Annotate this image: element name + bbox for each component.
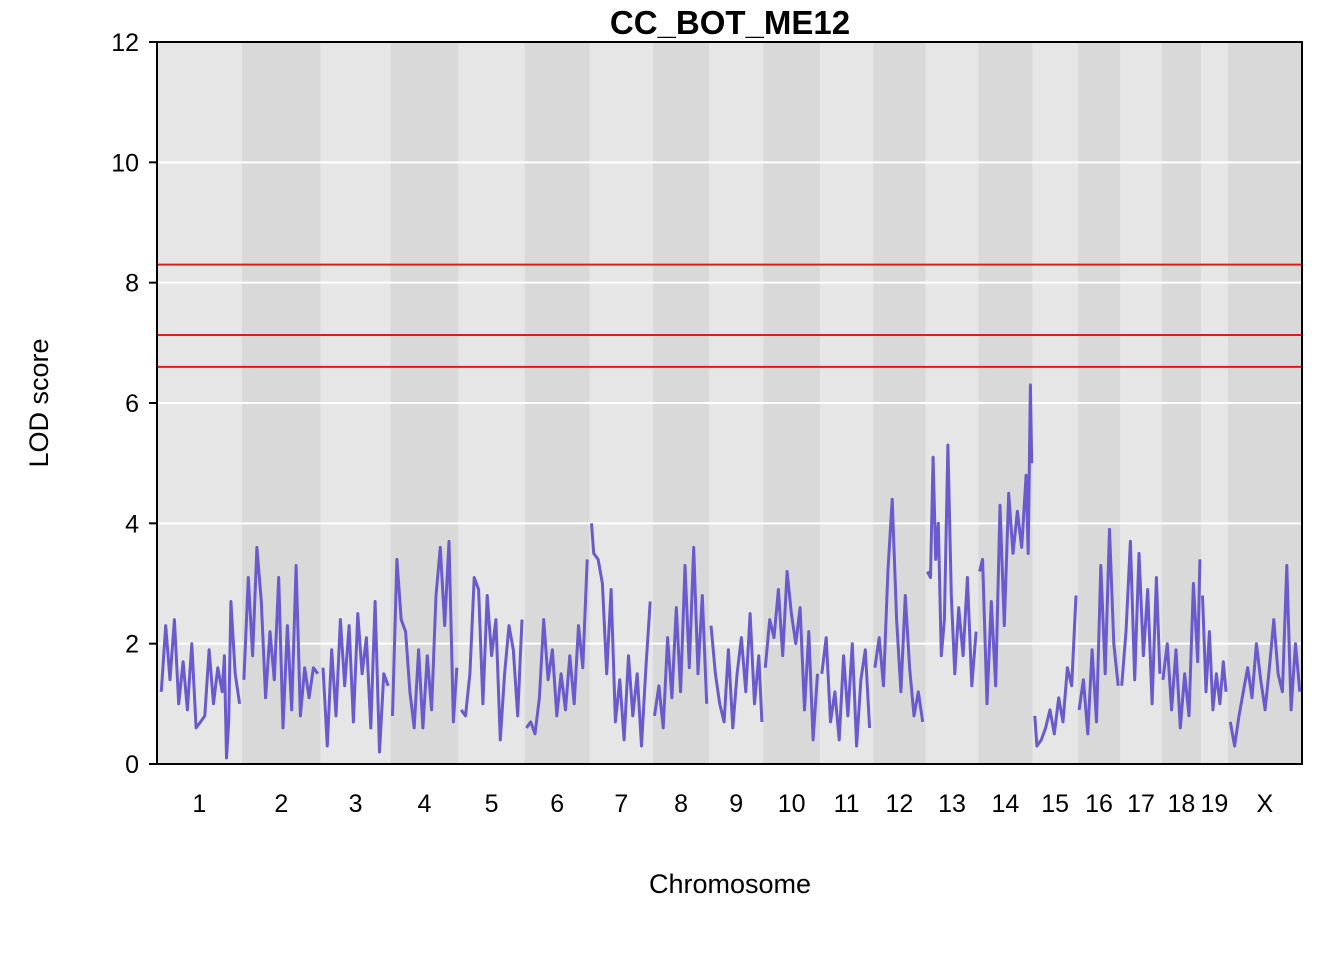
x-tick-label-10: 10 xyxy=(778,790,806,818)
x-tick-label-15: 15 xyxy=(1041,790,1069,818)
x-axis-title: Chromosome xyxy=(649,869,811,899)
x-tick-label-3: 3 xyxy=(349,790,363,818)
y-axis: 0 2 4 6 8 10 12 xyxy=(111,29,157,779)
x-tick-label-17: 17 xyxy=(1127,790,1155,818)
lod-curve-chr-19 xyxy=(1201,595,1228,712)
x-tick-label-2: 2 xyxy=(274,790,288,818)
lod-curve-chr-7 xyxy=(590,523,652,748)
lod-curve-chr-18 xyxy=(1161,559,1202,730)
x-tick-label-4: 4 xyxy=(418,790,432,818)
lod-curve-chr-13 xyxy=(926,443,978,688)
lod-curve-chr-17 xyxy=(1120,539,1162,706)
y-tick-label-6: 6 xyxy=(125,390,139,418)
y-tick-label-0: 0 xyxy=(125,751,139,779)
lod-curve-chr-8 xyxy=(653,545,709,730)
lod-curve-chr-16 xyxy=(1077,527,1120,736)
x-tick-label-7: 7 xyxy=(614,790,628,818)
x-tick-label-12: 12 xyxy=(885,790,913,818)
lod-curve-chr-3 xyxy=(321,600,390,754)
lod-curve-chr-5 xyxy=(459,576,524,742)
x-tick-label-13: 13 xyxy=(938,790,966,818)
lod-curve-chr-9 xyxy=(709,612,764,730)
lod-curve-chr-4 xyxy=(391,539,459,730)
y-tick-label-2: 2 xyxy=(125,631,139,659)
y-tick-label-8: 8 xyxy=(125,270,139,298)
lod-curve-chr-14 xyxy=(978,383,1034,706)
lod-curve-chr-x xyxy=(1228,564,1302,748)
x-tick-label-16: 16 xyxy=(1085,790,1113,818)
y-tick-label-10: 10 xyxy=(111,149,139,177)
y-tick-label-4: 4 xyxy=(125,510,139,538)
x-tick-label-19: 19 xyxy=(1201,790,1229,818)
lod-curve-chr-11 xyxy=(820,636,872,748)
lod-curves xyxy=(159,383,1302,760)
lod-curve-chr-6 xyxy=(525,559,589,736)
x-tick-label-6: 6 xyxy=(550,790,564,818)
lod-curve-chr-15 xyxy=(1033,595,1078,748)
x-tick-label-9: 9 xyxy=(729,790,743,818)
threshold-lines xyxy=(157,263,1302,368)
x-tick-label-1: 1 xyxy=(192,790,206,818)
lod-curve-chr-10 xyxy=(763,570,819,742)
x-tick-label-14: 14 xyxy=(992,790,1020,818)
y-tick-label-12: 12 xyxy=(111,29,139,57)
x-tick-label-x: X xyxy=(1257,790,1274,818)
x-tick-label-5: 5 xyxy=(485,790,499,818)
chart-title: CC_BOT_ME12 xyxy=(610,4,850,41)
x-axis: 1 2 3 4 5 6 7 8 9 10 11 12 13 14 15 16 17 18 19 X xyxy=(192,790,1273,818)
x-tick-label-11: 11 xyxy=(834,790,860,818)
y-axis-title: LOD score xyxy=(24,338,54,467)
lod-curve-chr-2 xyxy=(242,545,320,730)
x-tick-label-8: 8 xyxy=(674,790,688,818)
lod-curve-chr-1 xyxy=(159,600,242,760)
lod-curve-chr-12 xyxy=(873,497,925,723)
x-tick-label-18: 18 xyxy=(1168,790,1196,818)
